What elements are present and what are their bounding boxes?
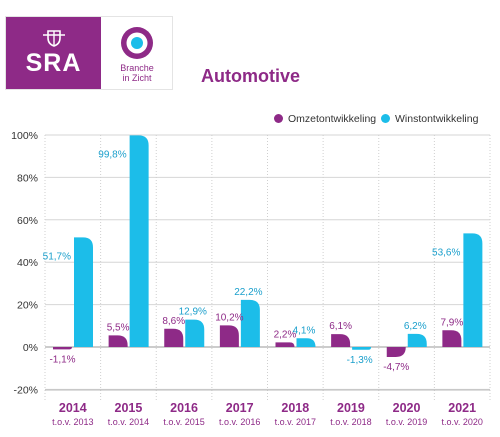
- bar-omzet-2020: [386, 347, 406, 357]
- y-tick-label: -20%: [13, 384, 38, 396]
- bar-winst-2014: [74, 237, 93, 347]
- sra-logo: SRA: [6, 17, 101, 89]
- x-tick-label-2021: 2021: [448, 401, 476, 415]
- bar-omzet-2017: [219, 325, 239, 347]
- sra-emblem-icon: [43, 30, 65, 47]
- data-label-omzet-2019: 6,1%: [329, 321, 352, 332]
- y-tick-label: 40%: [17, 257, 38, 269]
- bar-omzet-2014: [53, 347, 72, 350]
- branche-in-zicht-logo: Branche in Zicht: [101, 17, 173, 89]
- bar-winst-2017: [240, 299, 260, 347]
- legend-dot-omzet: [274, 114, 283, 123]
- x-tick-label-2020: 2020: [393, 401, 421, 415]
- legend-item-winst: Winstontwikkeling: [381, 113, 478, 125]
- data-label-omzet-2020: -4,7%: [383, 362, 409, 373]
- y-tick-label: 20%: [17, 300, 38, 312]
- x-subtick-label-2014: t.o.v. 2013: [52, 417, 93, 427]
- legend-label-winst: Winstontwikkeling: [395, 113, 479, 125]
- bar-winst-2018: [296, 338, 316, 347]
- x-subtick-label-2016: t.o.v. 2015: [163, 417, 204, 427]
- target-icon: [121, 27, 153, 59]
- x-tick-label-2017: 2017: [226, 401, 254, 415]
- data-label-winst-2016: 12,9%: [179, 307, 207, 318]
- x-subtick-label-2020: t.o.v. 2019: [386, 417, 427, 427]
- legend-item-omzet: Omzetontwikkeling: [274, 113, 376, 125]
- data-label-omzet-2015: 5,5%: [107, 322, 130, 333]
- x-subtick-label-2018: t.o.v. 2017: [275, 417, 316, 427]
- data-label-omzet-2017: 10,2%: [215, 312, 243, 323]
- y-tick-label: 80%: [17, 172, 38, 184]
- data-label-winst-2019: -1,3%: [347, 355, 373, 366]
- chart-title: Automotive: [201, 66, 300, 86]
- x-tick-label-2018: 2018: [281, 401, 309, 415]
- x-tick-label-2015: 2015: [115, 401, 143, 415]
- bar-omzet-2015: [108, 335, 128, 347]
- bar-winst-2015: [129, 135, 149, 347]
- x-subtick-label-2019: t.o.v. 2018: [330, 417, 371, 427]
- bar-winst-2021: [463, 233, 483, 347]
- legend-dot-winst: [381, 114, 390, 123]
- branche-in-zicht-text: Branche in Zicht: [101, 63, 173, 83]
- bar-omzet-2019: [331, 334, 351, 347]
- branche-line2: in Zicht: [122, 73, 152, 83]
- x-subtick-label-2021: t.o.v. 2020: [442, 417, 483, 427]
- data-label-winst-2015: 99,8%: [98, 149, 126, 160]
- x-tick-label-2016: 2016: [170, 401, 198, 415]
- y-tick-label: 100%: [11, 130, 38, 142]
- data-label-omzet-2018: 2,2%: [274, 329, 297, 340]
- bar-winst-2016: [185, 319, 205, 347]
- bar-omzet-2016: [164, 328, 184, 347]
- data-label-winst-2018: 4,1%: [293, 325, 316, 336]
- sra-logo-text: SRA: [25, 49, 82, 77]
- data-label-omzet-2016: 8,6%: [162, 316, 185, 327]
- legend-label-omzet: Omzetontwikkeling: [288, 113, 377, 125]
- y-tick-label: 60%: [17, 215, 38, 227]
- bar-winst-2019: [352, 347, 372, 350]
- data-label-winst-2020: 6,2%: [404, 321, 427, 332]
- bar-winst-2020: [407, 333, 427, 347]
- bar-omzet-2018: [275, 342, 295, 347]
- data-label-winst-2017: 22,2%: [234, 287, 262, 298]
- logo-box: SRA Branche in Zicht: [5, 16, 173, 90]
- x-subtick-label-2015: t.o.v. 2014: [108, 417, 149, 427]
- data-label-winst-2021: 53,6%: [432, 247, 460, 258]
- y-tick-label: 0%: [23, 342, 38, 354]
- data-label-winst-2014: 51,7%: [43, 251, 71, 262]
- bar-omzet-2021: [442, 330, 462, 347]
- x-tick-label-2019: 2019: [337, 401, 365, 415]
- data-label-omzet-2021: 7,9%: [440, 317, 463, 328]
- x-subtick-label-2017: t.o.v. 2016: [219, 417, 260, 427]
- data-label-omzet-2014: -1,1%: [49, 354, 75, 365]
- branche-line1: Branche: [120, 63, 154, 73]
- x-tick-label-2014: 2014: [59, 401, 87, 415]
